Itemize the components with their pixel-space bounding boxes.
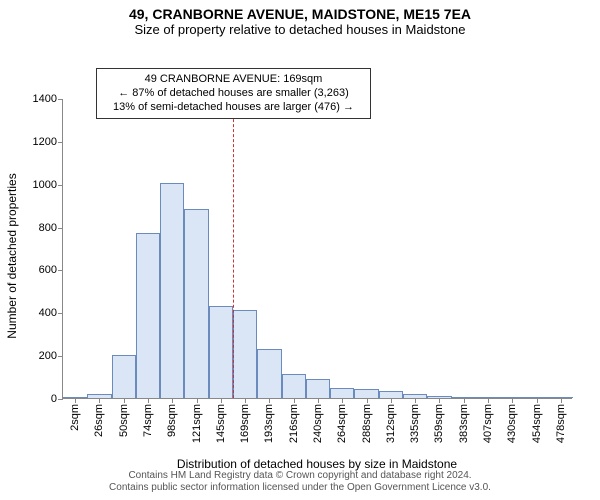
y-tick-mark [58,356,63,357]
histogram-bar [233,310,257,398]
x-tick-label: 383sqm [458,398,470,443]
x-tick-label: 169sqm [239,398,251,443]
histogram-bar [379,391,403,399]
histogram-bar [184,209,208,398]
footer-line-1: Contains HM Land Registry data © Crown c… [0,470,600,482]
x-tick-mark [561,398,562,403]
x-tick-mark [537,398,538,403]
info-box: 49 CRANBORNE AVENUE: 169sqm ← 87% of det… [96,68,371,119]
x-tick-mark [245,398,246,403]
x-tick-mark [318,398,319,403]
x-tick-label: 193sqm [263,398,275,443]
x-tick-label: 359sqm [433,398,445,443]
x-tick-mark [367,398,368,403]
histogram-bar [136,233,160,398]
y-tick-mark [58,399,63,400]
info-line-2: ← 87% of detached houses are smaller (3,… [105,87,362,101]
x-tick-label: 50sqm [118,398,130,437]
info-line-3: 13% of semi-detached houses are larger (… [105,101,362,115]
y-tick-mark [58,185,63,186]
x-tick-mark [488,398,489,403]
info-line-1: 49 CRANBORNE AVENUE: 169sqm [105,73,362,87]
x-tick-mark [124,398,125,403]
x-tick-label: 145sqm [215,398,227,443]
x-tick-mark [75,398,76,403]
x-tick-label: 264sqm [336,398,348,443]
x-tick-label: 478sqm [555,398,567,443]
x-tick-mark [415,398,416,403]
x-tick-mark [172,398,173,403]
histogram-bar [282,374,306,398]
x-tick-label: 312sqm [385,398,397,443]
x-tick-mark [464,398,465,403]
y-tick-mark [58,99,63,100]
footer: Contains HM Land Registry data © Crown c… [0,470,600,494]
x-axis-label: Distribution of detached houses by size … [62,457,572,471]
x-tick-mark [221,398,222,403]
x-tick-mark [294,398,295,403]
plot-area: 02004006008001000120014002sqm26sqm50sqm7… [62,99,572,399]
x-tick-mark [148,398,149,403]
x-tick-label: 240sqm [312,398,324,443]
y-tick-mark [58,313,63,314]
histogram-bar [330,388,354,398]
histogram-bar [257,349,281,398]
y-tick-mark [58,228,63,229]
page-subtitle: Size of property relative to detached ho… [0,22,600,37]
x-tick-label: 454sqm [531,398,543,443]
histogram-bar [354,389,378,398]
x-tick-label: 407sqm [482,398,494,443]
x-tick-label: 74sqm [142,398,154,437]
x-tick-mark [512,398,513,403]
x-tick-mark [99,398,100,403]
x-tick-label: 335sqm [409,398,421,443]
x-tick-label: 288sqm [361,398,373,443]
footer-line-2: Contains public sector information licen… [0,482,600,494]
x-tick-mark [197,398,198,403]
x-tick-label: 98sqm [166,398,178,437]
y-tick-mark [58,270,63,271]
y-axis-label: Number of detached properties [5,106,19,406]
x-tick-mark [269,398,270,403]
histogram-bar [112,355,136,398]
x-tick-mark [342,398,343,403]
histogram-bar [306,379,330,398]
x-tick-label: 121sqm [191,398,203,443]
x-tick-mark [439,398,440,403]
reference-line [233,99,234,398]
y-tick-mark [58,142,63,143]
x-tick-mark [391,398,392,403]
x-tick-label: 430sqm [506,398,518,443]
x-tick-label: 26sqm [93,398,105,437]
histogram-bar [160,183,184,398]
page-title: 49, CRANBORNE AVENUE, MAIDSTONE, ME15 7E… [0,0,600,22]
x-tick-label: 216sqm [288,398,300,443]
histogram-bar [209,306,233,398]
